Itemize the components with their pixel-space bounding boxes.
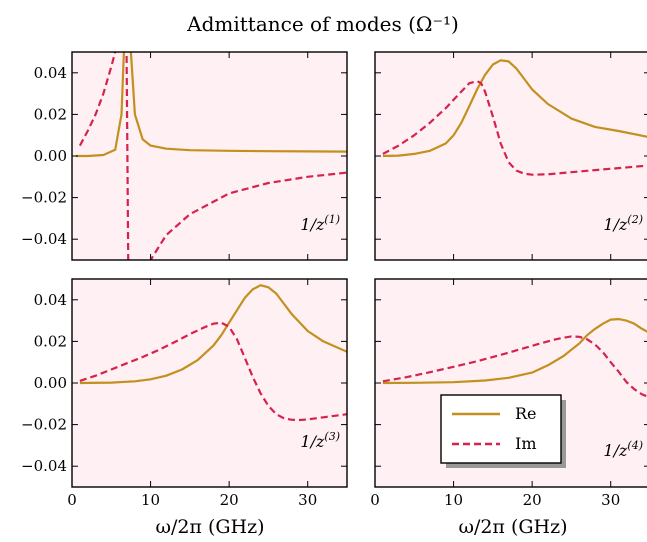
legend-im-label: Im bbox=[515, 434, 537, 453]
y-tick-label: 0.04 bbox=[34, 64, 67, 82]
plot-background bbox=[375, 52, 647, 260]
x-tick-label: 0 bbox=[67, 491, 77, 509]
panel-label: 1/z(2) bbox=[603, 213, 643, 234]
panel-label: 1/z(4) bbox=[603, 439, 643, 460]
x-tick-label: 10 bbox=[444, 491, 463, 509]
series-group bbox=[79, 284, 347, 422]
x-tick-label: 10 bbox=[141, 491, 160, 509]
y-tick-label: −0.02 bbox=[21, 189, 67, 207]
series-re-line bbox=[79, 284, 347, 385]
y-tick-label: 0.02 bbox=[34, 105, 67, 123]
y-tick-label: −0.02 bbox=[21, 416, 67, 434]
series-group bbox=[382, 318, 647, 398]
x-tick-label: 30 bbox=[601, 491, 620, 509]
series-im-line bbox=[78, 52, 347, 260]
figure-title: Admittance of modes (Ω⁻¹) bbox=[186, 12, 459, 36]
series-im-line bbox=[382, 79, 647, 176]
legend-re-label: Re bbox=[515, 404, 537, 423]
panel-4: 0 10 20 30 1/z(4) bbox=[370, 278, 647, 509]
x-axis-label-right: ω/2π (GHz) bbox=[458, 516, 567, 538]
x-axis-label-left: ω/2π (GHz) bbox=[155, 516, 264, 538]
series-group bbox=[75, 52, 347, 260]
series-re-line bbox=[382, 59, 647, 158]
series-group bbox=[382, 59, 647, 176]
x-tick-label: 20 bbox=[220, 491, 239, 509]
panel-2: 1/z(2) bbox=[374, 51, 647, 261]
series-im-line bbox=[382, 335, 647, 398]
panel-label: 1/z(1) bbox=[300, 213, 340, 234]
x-tick-label: 20 bbox=[523, 491, 542, 509]
y-tick-label: 0.00 bbox=[34, 147, 67, 165]
series-re-line bbox=[382, 318, 647, 385]
y-tick-label: −0.04 bbox=[21, 457, 67, 475]
series-re-line bbox=[75, 52, 347, 158]
legend: Re Im bbox=[440, 394, 566, 468]
y-tick-label: 0.00 bbox=[34, 374, 67, 392]
panels: −0.04−0.020.000.020.041/z(1) 1/z(2)−0.04−… bbox=[21, 51, 647, 509]
panel-3: −0.04 −0.02 0.00 0.02 0.04 0 10 20 30 1/z(3) bbox=[21, 278, 348, 509]
plot-background bbox=[72, 52, 347, 260]
series-im-line bbox=[79, 321, 347, 422]
x-tick-label: 30 bbox=[298, 491, 317, 509]
panel-label: 1/z(3) bbox=[300, 430, 340, 451]
y-tick-label: −0.04 bbox=[21, 230, 67, 248]
legend-box bbox=[440, 394, 562, 464]
y-tick-label: 0.02 bbox=[34, 332, 67, 350]
y-tick-label: 0.04 bbox=[34, 291, 67, 309]
panel-1: −0.04 −0.02 0.00 0.02 0.04 1/z(1) bbox=[21, 51, 348, 261]
x-tick-label: 0 bbox=[370, 491, 380, 509]
